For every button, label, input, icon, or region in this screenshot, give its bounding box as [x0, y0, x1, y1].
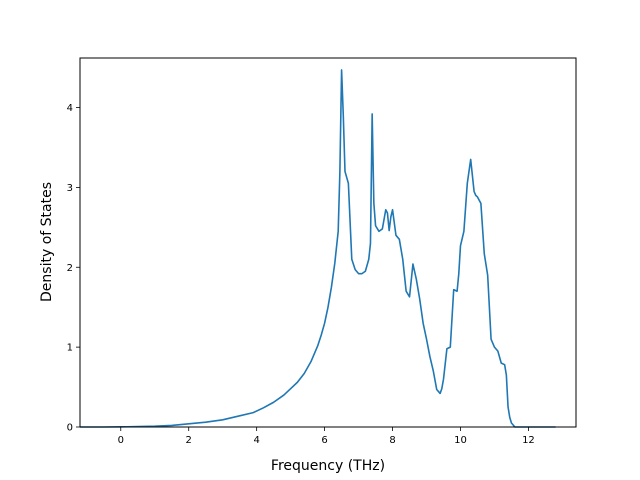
y-tick-label: 4	[67, 103, 73, 114]
x-axis-ticks: 0 2 4 6 8 10 12	[118, 427, 535, 446]
series-layer	[80, 69, 556, 428]
y-tick-label: 2	[67, 263, 73, 274]
y-tick-label: 0	[67, 423, 73, 434]
x-tick-label: 8	[389, 435, 395, 446]
x-axis-label: Frequency (THz)	[271, 458, 385, 474]
plot-area	[80, 58, 576, 427]
x-tick-label: 4	[253, 435, 259, 446]
plot-frame	[79, 57, 577, 428]
x-tick-label: 10	[454, 435, 467, 446]
y-axis-ticks: 0 1 2 3 4	[67, 103, 80, 434]
x-tick-label: 2	[186, 435, 192, 446]
y-axis-label: Density of States	[39, 182, 55, 302]
x-tick-label: 12	[522, 435, 535, 446]
y-tick-label: 1	[67, 343, 73, 354]
x-tick-label: 0	[118, 435, 124, 446]
x-tick-label: 6	[321, 435, 327, 446]
dos-line-0	[80, 69, 556, 428]
y-tick-label: 3	[67, 183, 73, 194]
